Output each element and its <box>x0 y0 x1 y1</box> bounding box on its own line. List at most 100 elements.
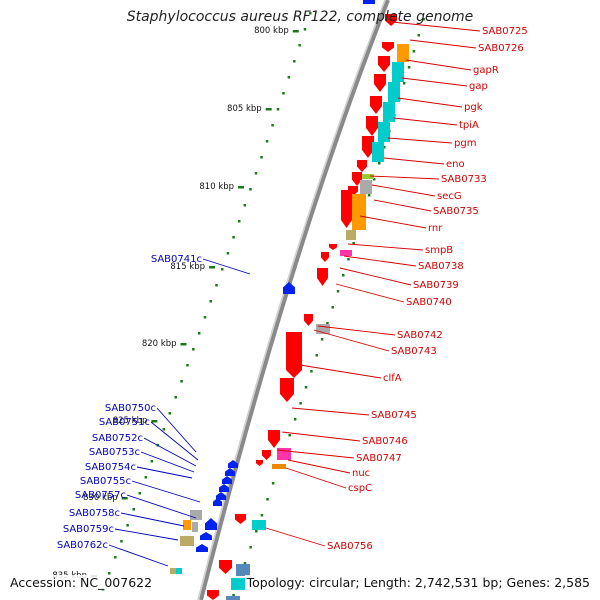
tick-dot <box>303 28 307 31</box>
cog-color-block <box>176 568 182 574</box>
cog-color-block <box>252 520 266 530</box>
scale-tick <box>151 420 158 423</box>
forward-label-leader <box>373 199 432 212</box>
forward-gene-label: rnr <box>428 223 443 234</box>
cog-color-block <box>346 230 356 240</box>
tick-dot <box>266 498 269 501</box>
tick-dot <box>249 546 252 549</box>
tick-dot <box>347 258 350 261</box>
forward-label-leader <box>343 255 417 267</box>
tick-dot <box>254 172 258 175</box>
forward-gene-label: SAB0743 <box>391 346 437 357</box>
scale-label: 805 kbp <box>227 104 262 114</box>
tick-dot <box>237 220 241 223</box>
forward-gene-arrow <box>341 190 352 228</box>
forward-gene-arrow <box>286 332 302 378</box>
reverse-label-leader <box>140 451 195 473</box>
tick-dot <box>293 60 296 63</box>
tick-dot <box>407 66 411 69</box>
genome-backbone <box>199 0 390 600</box>
forward-gene-arrow <box>219 560 232 574</box>
tick-dot <box>226 252 230 255</box>
tick-dot <box>220 268 224 271</box>
reverse-gene-label: SAB0753c <box>89 447 140 458</box>
forward-label-leader <box>287 459 351 474</box>
forward-gene-label: SAB0735 <box>433 206 479 217</box>
tick-dot <box>120 540 123 543</box>
forward-gene-arrow <box>370 96 382 114</box>
tick-dot <box>138 492 142 495</box>
scale-tick <box>209 266 216 269</box>
tick-dot <box>282 92 285 95</box>
tick-dot <box>150 460 154 463</box>
tick-dot <box>192 348 195 351</box>
reverse-gene-arrow <box>216 492 226 500</box>
forward-gene-arrow <box>256 460 263 466</box>
reverse-gene-label: SAB0755c <box>80 476 131 487</box>
tick-dot <box>288 434 291 437</box>
cog-color-block <box>383 102 395 122</box>
scale-tick <box>265 108 272 111</box>
forward-label-leader <box>339 267 412 286</box>
reverse-gene-label: SAB0754c <box>85 462 136 473</box>
tick-dot <box>174 396 177 399</box>
leader-lines-layer <box>108 21 481 567</box>
forward-gene-label: SAB0740 <box>406 297 452 308</box>
genes-layer <box>170 0 409 600</box>
tick-dot <box>271 124 274 127</box>
cog-color-block <box>236 564 250 576</box>
tick-dot <box>422 18 425 21</box>
cog-color-block <box>180 536 194 546</box>
genome-summary-text: Topology: circular; Length: 2,742,531 bp… <box>244 575 592 590</box>
reverse-gene-arrow <box>283 282 295 294</box>
forward-label-leader <box>299 364 382 379</box>
forward-gene-label: nuc <box>352 468 370 479</box>
tick-dot <box>287 76 291 79</box>
forward-label-leader <box>391 21 481 32</box>
tick-dot <box>114 556 117 559</box>
tick-dot <box>243 204 247 207</box>
cog-color-block <box>372 142 384 162</box>
tick-dot <box>383 146 386 149</box>
tick-dot <box>310 370 313 373</box>
forward-label-leader <box>383 157 445 165</box>
forward-gene-arrow <box>262 450 271 460</box>
cog-color-block <box>231 578 245 590</box>
reverse-gene-arrow <box>200 532 212 540</box>
tick-dot <box>132 508 135 511</box>
forward-gene-label: SAB0726 <box>478 43 524 54</box>
cog-color-block <box>397 44 409 62</box>
forward-gene-label: SAB0756 <box>327 541 373 552</box>
tick-dot <box>203 316 207 319</box>
scale-label: 825 kbp <box>113 416 148 426</box>
forward-gene-label: SAB0738 <box>418 261 464 272</box>
reverse-gene-label: SAB0751c <box>99 417 150 428</box>
forward-gene-label: secG <box>437 191 462 202</box>
tick-dot <box>336 290 340 293</box>
forward-gene-arrow <box>235 514 246 524</box>
reverse-gene-label: SAB0762c <box>57 540 108 551</box>
forward-gene-label: gapR <box>473 65 499 76</box>
reverse-gene-arrow <box>219 484 229 492</box>
forward-label-leader <box>387 137 453 144</box>
cog-color-block <box>378 122 390 142</box>
forward-gene-arrow <box>207 590 219 600</box>
tick-dot <box>298 44 301 47</box>
tick-dot <box>197 332 201 335</box>
forward-gene-label: SAB0742 <box>397 330 443 341</box>
scale-tick <box>238 186 245 189</box>
reverse-label-leader <box>143 437 197 467</box>
forward-gene-arrow <box>268 430 280 448</box>
reverse-gene-label: SAB0758c <box>69 508 120 519</box>
reverse-label-leader <box>131 480 201 503</box>
cog-color-block <box>192 522 198 532</box>
forward-gene-label: SAB0745 <box>371 410 417 421</box>
scale-tick <box>292 30 299 33</box>
forward-gene-label: pgk <box>464 102 483 113</box>
forward-label-leader <box>276 449 355 459</box>
reverse-label-leader <box>136 466 193 479</box>
tick-dot <box>372 178 376 181</box>
backbone-layer <box>197 0 390 600</box>
scale-label: 830 kbp <box>83 493 118 503</box>
